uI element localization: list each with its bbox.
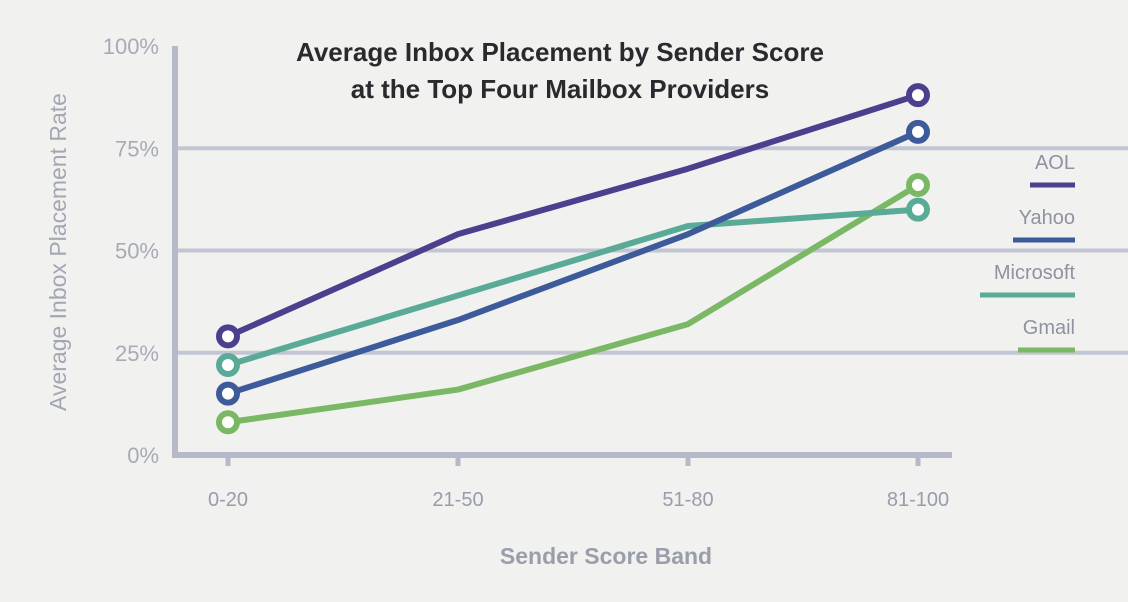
x-tick-label: 21-50 [432, 489, 483, 511]
legend-label-aol: AOL [1035, 152, 1075, 174]
chart-title: Average Inbox Placement by Sender Score … [296, 37, 824, 104]
data-point-microsoft [906, 197, 930, 222]
legend-label-gmail: Gmail [1023, 317, 1075, 339]
y-tick-label: 75% [115, 136, 159, 161]
legend-label-microsoft: Microsoft [994, 262, 1076, 284]
series-layer [216, 83, 930, 435]
series-line-aol [225, 92, 921, 340]
x-tick-label: 51-80 [662, 489, 713, 511]
data-point-aol [906, 83, 930, 108]
y-tick-label: 0% [127, 443, 159, 468]
data-point-yahoo [906, 119, 930, 144]
x-tick-label: 0-20 [208, 489, 248, 511]
chart-title-line-2: at the Top Four Mailbox Providers [351, 74, 769, 104]
y-tick-label: 50% [115, 239, 159, 264]
legend: AOL Yahoo Microsoft Gmail [980, 152, 1076, 353]
chart-title-line-1: Average Inbox Placement by Sender Score [296, 37, 824, 67]
series-line-yahoo [225, 128, 921, 397]
data-point-gmail [906, 173, 930, 198]
y-tick-label: 100% [103, 34, 159, 59]
series-line-gmail [225, 182, 921, 426]
x-tick-label: 81-100 [887, 489, 949, 511]
y-axis-label: Average Inbox Placement Rate [45, 93, 71, 411]
series-line-microsoft [225, 206, 921, 369]
x-tick-labels: 0-20 21-50 51-80 81-100 [208, 455, 949, 511]
y-tick-labels: 0% 25% 50% 75% 100% [103, 34, 159, 468]
y-tick-label: 25% [115, 341, 159, 366]
axis-layer [172, 46, 952, 458]
data-point-aol [216, 324, 240, 349]
legend-label-yahoo: Yahoo [1019, 207, 1075, 229]
data-point-yahoo [216, 381, 240, 406]
x-axis-label: Sender Score Band [500, 543, 712, 569]
data-point-gmail [216, 410, 240, 435]
data-point-microsoft [216, 353, 240, 378]
